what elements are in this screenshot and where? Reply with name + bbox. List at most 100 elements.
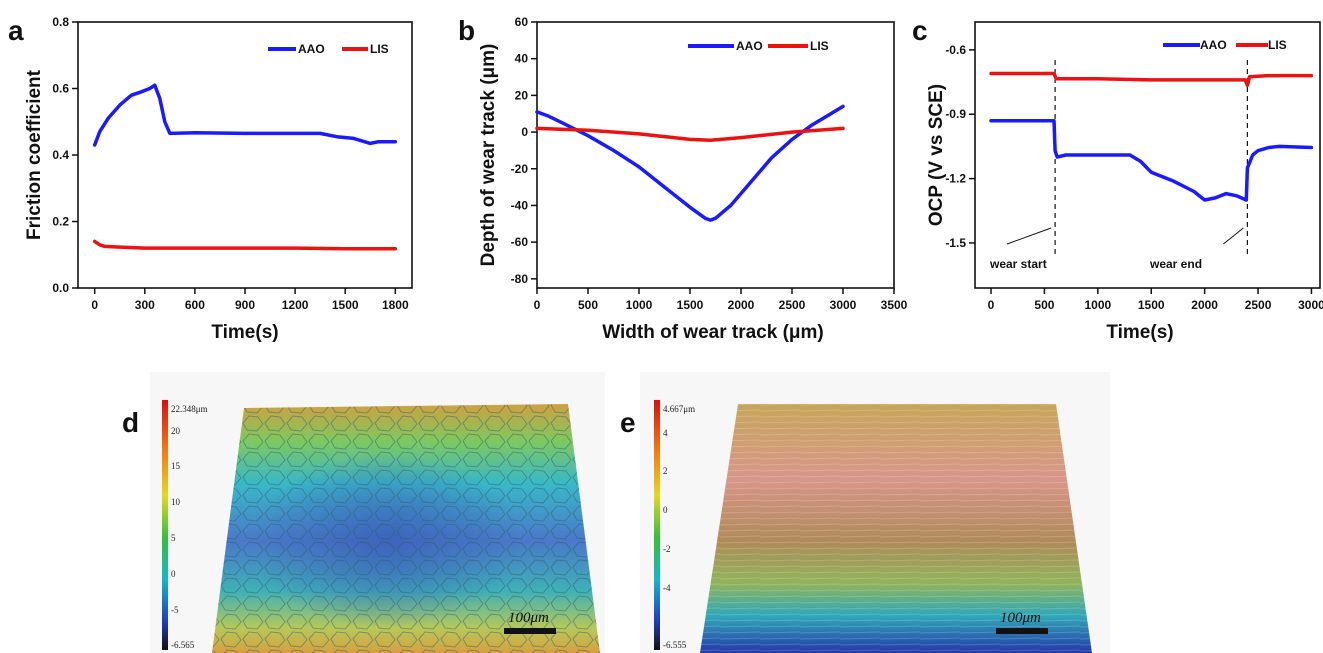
x-tick-label-c-6: 3000	[1298, 298, 1323, 312]
legend-label-aao-c: AAO	[1200, 38, 1227, 52]
x-tick-label-c-2: 1000	[1084, 298, 1111, 312]
x-tick-label-a-1: 300	[135, 298, 155, 312]
y-tick-label-b-3: -20	[511, 162, 529, 176]
x-tick-label-b-1: 500	[578, 298, 598, 312]
scale-bar-e	[996, 628, 1048, 634]
surface-map-e: 4.667μm 4 2 0 -2 -4 -6.555 100μm	[640, 372, 1110, 653]
y-tick-label-a-0: 0.0	[52, 281, 69, 295]
colorbar-tick-neg4-e: -4	[663, 583, 671, 593]
x-tick-label-b-2: 1000	[626, 298, 653, 312]
y-tick-label-c-0: -0.6	[945, 43, 966, 57]
chart-a: 0 300 600 900 1200 1500 1800 0.0 0.2 0.4 0.6 0.8 Ti…	[24, 15, 413, 343]
x-tick-label-a-0: 0	[91, 298, 98, 312]
surface-texture-e	[700, 404, 1092, 653]
surface-map-d: 22.348μm 20 15 10 5 0 -5 -6.565 100μm	[150, 372, 605, 653]
y-tick-label-b-4: 0	[521, 125, 528, 139]
legend-c: AAO LIS	[1163, 38, 1287, 52]
series-group-a	[92, 83, 398, 251]
series-line-a-lis	[92, 239, 398, 251]
chart-b: 0 500 1000 1500 2000 2500 3000 3500 -80 -60 -40 -20…	[478, 15, 908, 343]
colorbar-d	[162, 400, 168, 650]
y-tick-label-c-3: -1.5	[945, 236, 966, 250]
series-line-c-aao	[989, 118, 1314, 202]
tick-group-a: 0 300 600 900 1200 1500 1800 0.0 0.2 0.4 0.6 0.8	[52, 15, 409, 312]
colorbar-tick-15-d: 15	[171, 461, 181, 471]
annotation-arrow-c-0	[1006, 227, 1052, 245]
colorbar-e	[654, 400, 660, 650]
y-axis-title-b: Depth of wear track (μm)	[478, 44, 499, 267]
scale-bar-label-e: 100μm	[1000, 610, 1041, 626]
surface-texture-d	[212, 404, 600, 653]
x-tick-label-a-2: 600	[185, 298, 205, 312]
legend-a: AAO LIS	[268, 42, 389, 56]
x-tick-label-b-7: 3500	[881, 298, 908, 312]
colorbar-max-label-d: 22.348μm	[171, 404, 208, 414]
y-tick-label-a-1: 0.2	[52, 215, 69, 229]
x-tick-label-c-5: 2500	[1245, 298, 1272, 312]
colorbar-tick-4-e: 4	[663, 428, 668, 438]
x-axis-title-b: Width of wear track (μm)	[602, 322, 824, 343]
series-group-b	[535, 104, 845, 222]
annotation-arrow-c-1	[1223, 227, 1244, 245]
x-tick-label-a-4: 1200	[282, 298, 309, 312]
panel-label-d: d	[122, 407, 139, 438]
x-tick-label-b-4: 2000	[728, 298, 755, 312]
y-tick-label-a-2: 0.4	[52, 148, 69, 162]
y-tick-label-b-2: -40	[511, 198, 529, 212]
y-tick-label-b-0: -80	[511, 272, 529, 286]
panel-label-a: a	[8, 15, 24, 46]
x-tick-label-c-0: 0	[988, 298, 995, 312]
legend-b: AAO LIS	[688, 39, 829, 53]
y-tick-label-b-6: 40	[515, 52, 529, 66]
x-tick-label-b-5: 2500	[779, 298, 806, 312]
x-tick-label-a-5: 1500	[332, 298, 359, 312]
legend-label-lis-b: LIS	[810, 39, 829, 53]
scale-bar-label-d: 100μm	[508, 610, 549, 626]
x-tick-label-b-3: 1500	[677, 298, 704, 312]
colorbar-tick-20-d: 20	[171, 426, 181, 436]
x-tick-label-b-0: 0	[534, 298, 541, 312]
x-tick-label-b-6: 3000	[830, 298, 857, 312]
x-tick-label-a-6: 1800	[382, 298, 409, 312]
plot-frame-c	[974, 21, 1321, 289]
y-tick-label-b-7: 60	[515, 15, 529, 29]
y-axis-title-a: Friction coefficient	[24, 69, 45, 240]
colorbar-tick-2-e: 2	[663, 466, 668, 476]
colorbar-tick-0-e: 0	[663, 505, 668, 515]
chart-c: 0 500 1000 1500 2000 2500 3000 -0.6 -0.9 -1.2 -1.5…	[926, 21, 1323, 343]
scale-bar-d	[504, 628, 556, 634]
colorbar-max-label-e: 4.667μm	[663, 404, 695, 414]
series-line-c-lis	[989, 71, 1314, 88]
y-tick-label-b-1: -60	[511, 235, 529, 249]
y-tick-label-a-4: 0.8	[52, 15, 69, 29]
annotation-group-c	[1006, 60, 1248, 254]
plot-frame-b	[536, 21, 895, 289]
x-tick-label-a-3: 900	[235, 298, 255, 312]
annotation-wear-start: wear start	[989, 257, 1047, 271]
annotation-wear-end: wear end	[1149, 257, 1202, 271]
tick-group-c: 0 500 1000 1500 2000 2500 3000 -0.6 -0.9 -1.2 -1.5	[945, 43, 1323, 312]
legend-label-lis-a: LIS	[370, 42, 389, 56]
y-tick-label-c-2: -1.2	[945, 172, 966, 186]
x-tick-label-c-1: 500	[1034, 298, 1054, 312]
y-tick-label-c-1: -0.9	[945, 107, 966, 121]
x-tick-label-c-3: 1500	[1138, 298, 1165, 312]
y-axis-title-c: OCP (V vs SCE)	[926, 84, 947, 226]
panel-label-b: b	[458, 15, 475, 46]
x-axis-title-c: Time(s)	[1106, 322, 1173, 343]
x-axis-title-a: Time(s)	[211, 322, 278, 343]
colorbar-tick-10-d: 10	[171, 497, 181, 507]
colorbar-tick-neg2-e: -2	[663, 544, 671, 554]
series-line-a-aao	[92, 83, 398, 147]
legend-label-aao-a: AAO	[298, 42, 325, 56]
y-tick-label-b-5: 20	[515, 88, 529, 102]
colorbar-tick-0-d: 0	[171, 569, 176, 579]
colorbar-tick-5-d: 5	[171, 533, 176, 543]
series-line-b-aao	[535, 104, 845, 222]
series-line-b-lis	[535, 126, 845, 143]
colorbar-min-label-d: -6.565	[171, 640, 195, 650]
series-group-c	[989, 71, 1314, 202]
colorbar-min-label-e: -6.555	[663, 640, 687, 650]
panel-label-c: c	[912, 15, 928, 46]
